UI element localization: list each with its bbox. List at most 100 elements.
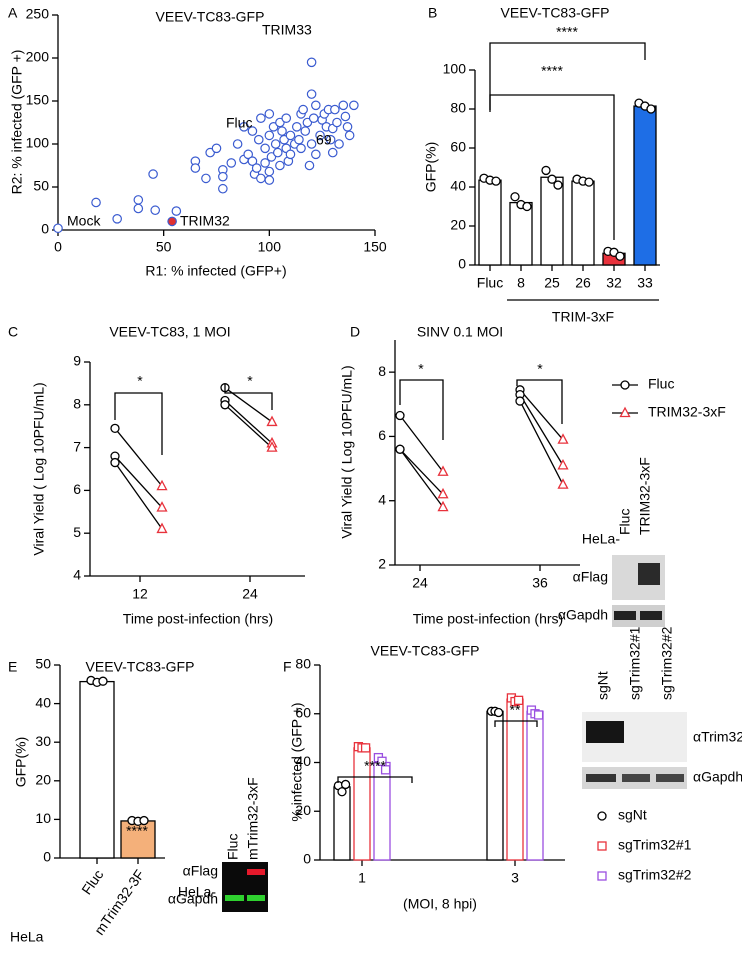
blot-lane-label: mTrim32-3xF (245, 777, 261, 860)
blot-band (622, 774, 650, 782)
data-point (437, 465, 449, 476)
data-point (395, 410, 405, 421)
scatter-point (349, 100, 359, 111)
scatter-point (133, 203, 144, 214)
x-tick-label: 25 (544, 275, 560, 291)
scatter-point (272, 147, 283, 158)
legend-marker (597, 811, 607, 821)
y-axis-label: Viral Yield ( Log 10PFU/mL) (339, 365, 355, 538)
scatter-point (338, 100, 349, 111)
annotation: * (537, 361, 543, 377)
panel-letter: E (8, 659, 17, 675)
replicate-point (533, 710, 544, 720)
blot-lane-label: sgTrim32#2 (659, 626, 675, 700)
y-tick-label: 8 (73, 396, 81, 412)
y-axis-label: Viral Yield ( Log 10PFU/mL) (31, 382, 47, 555)
x-tick-label: 36 (532, 575, 548, 591)
replicate-point (615, 251, 625, 261)
replicate-point (646, 104, 656, 114)
scatter-point (264, 109, 275, 119)
legend-marker (597, 871, 607, 881)
data-point (515, 396, 525, 406)
replicate-point (553, 180, 563, 190)
y-tick-label: 150 (26, 92, 50, 108)
scatter-point (327, 147, 338, 158)
pair-line (399, 448, 444, 495)
y-axis-label: GFP(%) (13, 737, 29, 788)
chart-title: VEEV-TC83-GFP (156, 9, 265, 25)
annotation: * (137, 373, 143, 389)
scatter-point (332, 117, 342, 128)
replicate-point (98, 676, 108, 686)
replicate-point (541, 165, 551, 176)
scatter-point (251, 163, 262, 173)
pair-line (114, 455, 163, 508)
y-tick-label: 6 (378, 427, 386, 443)
bar (571, 180, 595, 266)
x-tick-label: 150 (363, 239, 387, 255)
y-tick-label: 100 (26, 135, 50, 151)
scatter-point (308, 113, 319, 123)
annotation: ** (510, 702, 521, 718)
y-axis-label: GFP(%) (423, 142, 439, 193)
scatter-point (264, 175, 275, 185)
bar (486, 710, 504, 861)
chart-title: VEEV-TC83-GFP (86, 659, 195, 675)
annotation: **** (364, 758, 386, 774)
blot-band (586, 774, 616, 782)
scatter-point (264, 130, 275, 141)
legend-label: sgTrim32#2 (618, 867, 692, 883)
y-axis-label: % infected (GFP +) (289, 702, 305, 821)
blot-antibody-label: αFlag (573, 569, 608, 585)
scatter-point (91, 197, 101, 208)
replicate-point (380, 765, 391, 775)
y-tick-label: 200 (26, 49, 50, 65)
bar (478, 179, 502, 266)
significance-bracket (516, 379, 563, 424)
y-tick-label: 20 (295, 802, 311, 818)
x-tick-label: 26 (575, 275, 591, 291)
pair-line (519, 389, 564, 441)
blot-lane-label: Fluc (225, 834, 241, 860)
scatter-point (342, 122, 353, 132)
pair-line (519, 394, 564, 466)
scatter-point (340, 111, 351, 122)
blot-cell-label: HeLa- (178, 884, 216, 900)
pair-line (399, 415, 444, 473)
chart-title: VEEV-TC83-GFP (371, 643, 480, 659)
panel-letter: D (350, 324, 360, 340)
annotation: 69 (316, 132, 332, 148)
scatter-point (311, 100, 321, 111)
replicate-point (340, 779, 351, 790)
data-point (557, 433, 569, 444)
scatter-point (275, 160, 285, 171)
x-tick-label: 50 (156, 239, 172, 255)
y-tick-label: 40 (295, 753, 311, 769)
replicate-point (491, 176, 501, 186)
scatter-point (296, 143, 306, 154)
blot-lane-label: sgTrim32#1 (627, 626, 643, 700)
y-tick-label: 60 (295, 704, 311, 720)
y-tick-label: 100 (443, 61, 467, 77)
significance-bracket (489, 42, 646, 110)
legend-marker (619, 406, 631, 418)
y-tick-label: 7 (73, 438, 81, 454)
scatter-point (112, 214, 122, 224)
significance-bracket (224, 384, 273, 410)
y-tick-label: 80 (295, 656, 311, 672)
y-tick-label: 0 (458, 256, 466, 272)
scatter-point (253, 134, 264, 145)
y-tick-label: 30 (35, 733, 51, 749)
data-point (437, 500, 449, 512)
scatter-point (256, 113, 266, 123)
scatter-point (306, 139, 317, 149)
scatter-point (218, 183, 228, 194)
significance-bracket (399, 379, 444, 440)
data-point (220, 400, 230, 410)
x-tick-label: Fluc (78, 867, 106, 898)
blot-lane-label: TRIM32-3xF (637, 457, 653, 535)
y-tick-label: 6 (73, 481, 81, 497)
replicate-point (510, 192, 520, 202)
replicate-point (493, 707, 504, 718)
